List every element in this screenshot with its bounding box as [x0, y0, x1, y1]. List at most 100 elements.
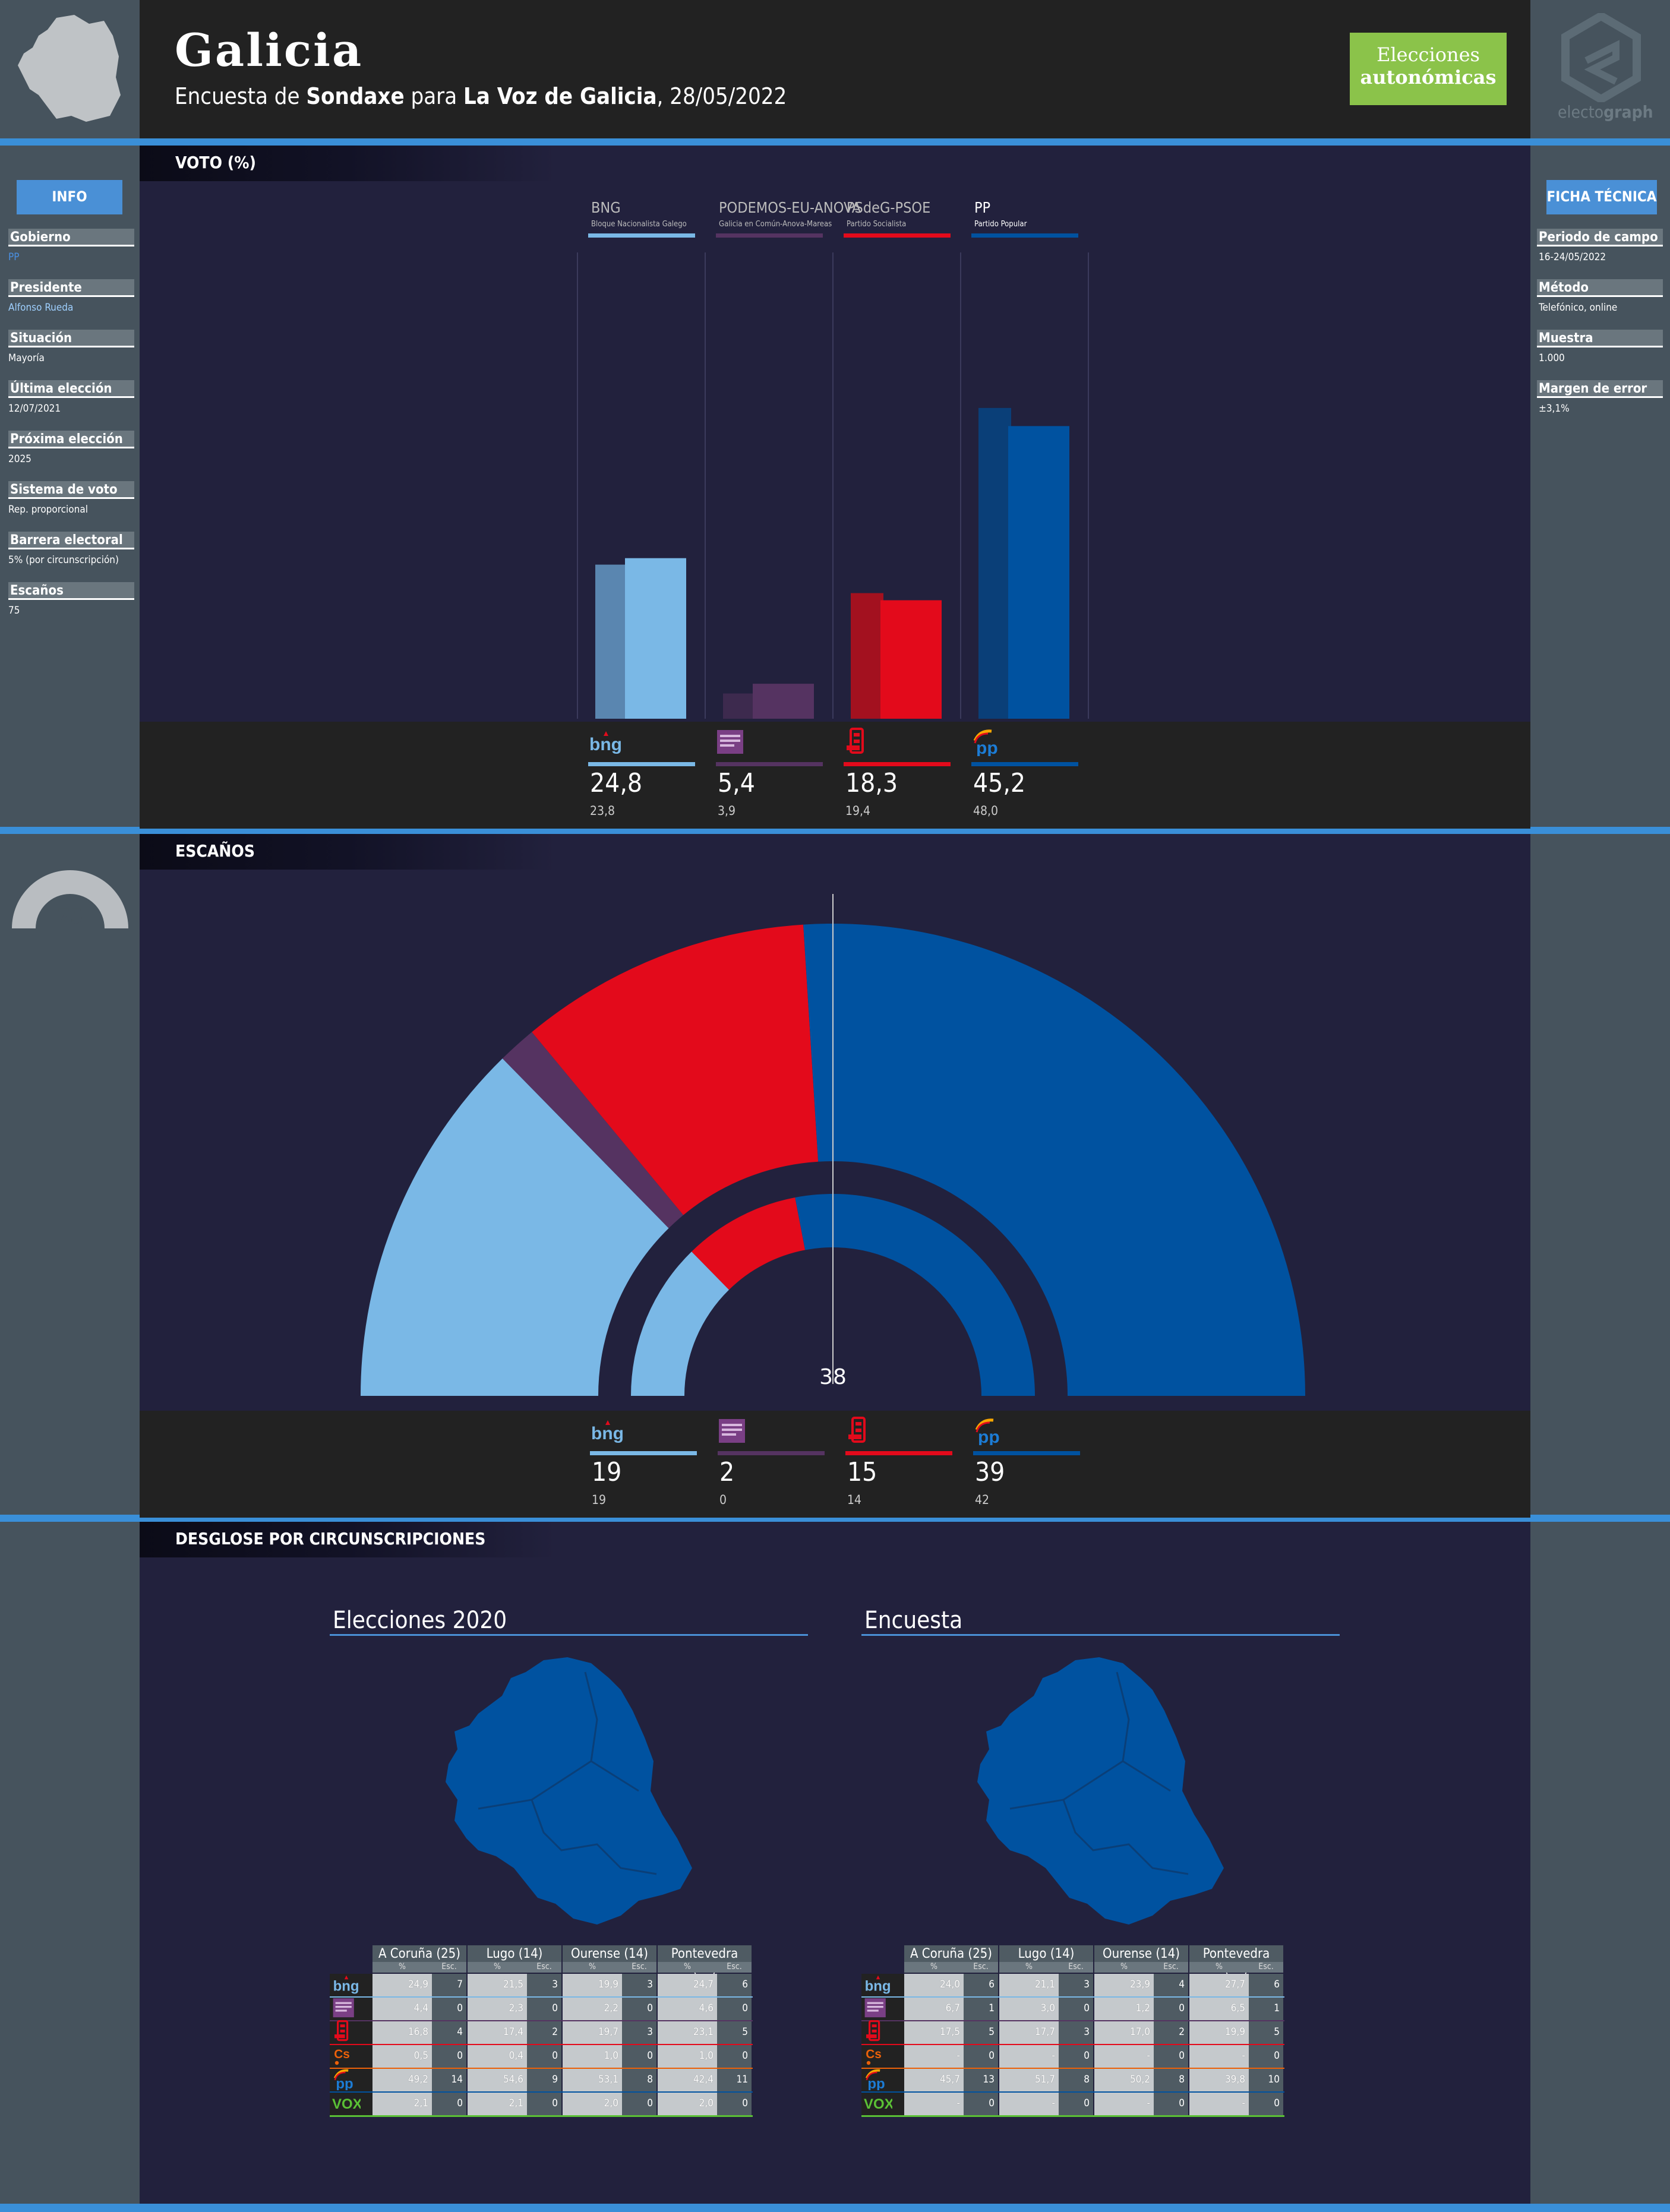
seats-total-gauge-icon — [12, 870, 128, 928]
seat-cell: 6 — [964, 1974, 999, 1996]
map-title-elecciones: Elecciones 2020 — [333, 1607, 507, 1634]
party-cell — [861, 2093, 904, 2115]
vote-pct-cell: 51,7 — [999, 2069, 1059, 2091]
bar-current-pp — [1008, 426, 1069, 719]
column-header: % — [1094, 1962, 1154, 1973]
vote-pct-cell: 50,2 — [1094, 2069, 1154, 2091]
seat-cell: 6 — [1249, 1974, 1284, 1996]
right-sidebar — [1530, 0, 1670, 2212]
seat-cell: 0 — [432, 2093, 468, 2115]
seats-results-strip — [140, 1411, 1530, 1518]
seat-cell: 0 — [717, 2045, 753, 2068]
seat-cell: 0 — [432, 2045, 468, 2068]
vote-pct-cell: 27,7 — [1189, 1974, 1249, 1996]
vote-pct-cell: 1,2 — [1094, 1998, 1154, 2020]
cs-logo-icon: Cs — [864, 2044, 892, 2066]
seat-cell: 3 — [527, 1974, 563, 1996]
vote-pct-cell: 16,8 — [372, 2021, 432, 2044]
vote-pct-cell: - — [1094, 2093, 1154, 2115]
party-color-line — [588, 233, 695, 238]
vote-pct-cell: 17,7 — [999, 2021, 1059, 2044]
info-label: Próxima elección — [8, 431, 134, 448]
bar-current-podemos — [753, 684, 814, 719]
vote-pct-cell: 1,0 — [658, 2045, 717, 2068]
election-type-badge: Elecciones autonómicas — [1350, 33, 1507, 105]
header — [140, 0, 1530, 138]
seat-previous-value: 19 — [592, 1493, 607, 1507]
district-header: Ourense (14) — [563, 1945, 658, 1962]
pp-logo-icon: pp — [864, 2068, 892, 2092]
vox-logo-icon: VOX — [864, 2091, 894, 2114]
district-header: A Coruña (25) — [372, 1945, 468, 1962]
info-value[interactable]: Alfonso Rueda — [8, 302, 74, 314]
ficha-tecnica-button[interactable]: FICHA TÉCNICA — [1546, 180, 1657, 214]
vote-bar-chart — [577, 252, 1089, 719]
seat-cell: 4 — [432, 2021, 468, 2044]
seat-cell: 0 — [527, 2045, 563, 2068]
bar-previous-pp — [978, 407, 1011, 719]
info-button[interactable]: INFO — [17, 180, 122, 214]
column-header: Esc. — [527, 1962, 563, 1973]
column-header: Esc. — [964, 1962, 999, 1973]
column-header: % — [468, 1962, 527, 1973]
seat-cell: 13 — [964, 2069, 999, 2091]
vote-pct-cell: 6,5 — [1189, 1998, 1249, 2020]
vote-pct-cell: - — [1094, 2045, 1154, 2068]
vote-pct-cell: 23,9 — [1094, 1974, 1154, 1996]
vote-pct-cell: 19,9 — [563, 1974, 622, 1996]
seat-cell: 0 — [964, 2093, 999, 2115]
party-color-line — [716, 762, 823, 766]
svg-text:bng: bng — [333, 1978, 359, 1994]
vote-pct-cell: 21,1 — [999, 1974, 1059, 1996]
info-value: Mayoría — [8, 352, 45, 364]
column-header: Esc. — [1154, 1962, 1189, 1973]
seat-previous-value: 42 — [975, 1493, 990, 1507]
svg-text:bng: bng — [865, 1978, 891, 1994]
seat-cell: 0 — [1154, 2045, 1189, 2068]
brand-text: graph — [1603, 102, 1653, 122]
party-row-line — [861, 2020, 1284, 2022]
ficha-value: ±3,1% — [1539, 403, 1570, 415]
vote-pct-cell: 17,5 — [904, 2021, 964, 2044]
bar-current-psoe — [880, 600, 942, 719]
district-header: Lugo (14) — [999, 1945, 1094, 1962]
seat-cell: 0 — [1059, 2093, 1094, 2115]
party-color-line — [973, 1451, 1080, 1455]
seat-cell: 0 — [717, 2093, 753, 2115]
pollster-name: Sondaxe — [306, 83, 405, 109]
party-row-line — [330, 1996, 753, 1998]
seat-cell: 0 — [964, 2045, 999, 2068]
seat-cell: 10 — [1249, 2069, 1284, 2091]
vote-pct-cell: 42,4 — [658, 2069, 717, 2091]
vote-previous-value: 48,0 — [973, 804, 999, 818]
column-header: % — [999, 1962, 1059, 1973]
vote-previous-value: 23,8 — [590, 804, 615, 818]
seat-cell: 7 — [432, 1974, 468, 1996]
seat-cell: 0 — [527, 1998, 563, 2020]
party-cell — [330, 1974, 372, 1996]
seat-value: 19 — [592, 1457, 622, 1487]
seat-cell: 0 — [432, 1998, 468, 2020]
seat-cell: 3 — [622, 1974, 658, 1996]
seat-arc-previous-psoe — [692, 1197, 806, 1290]
info-value: 5% (por circunscripción) — [8, 554, 119, 566]
party-fullname: Partido Popular — [974, 220, 1027, 229]
divider — [0, 2204, 1670, 2212]
svg-text:pp: pp — [867, 2076, 885, 2090]
info-value[interactable]: PP — [8, 251, 20, 263]
seat-cell: 2 — [1154, 2021, 1189, 2044]
info-label: Situación — [8, 330, 134, 347]
column-header: % — [904, 1962, 964, 1973]
party-color-line — [844, 762, 951, 766]
svg-text:bng: bng — [591, 1424, 624, 1443]
info-value: 75 — [8, 605, 20, 617]
ficha-value: 16-24/05/2022 — [1539, 251, 1606, 263]
ficha-label: Muestra — [1537, 330, 1663, 347]
vote-pct-cell: 17,0 — [1094, 2021, 1154, 2044]
map-elecciones-2020 — [446, 1657, 692, 1925]
seat-cell: 6 — [717, 1974, 753, 1996]
seat-cell: 0 — [1249, 2093, 1284, 2115]
info-value: 12/07/2021 — [8, 403, 61, 415]
party-cell — [861, 2069, 904, 2091]
page-subtitle: Encuesta de Sondaxe para La Voz de Galic… — [175, 83, 787, 109]
